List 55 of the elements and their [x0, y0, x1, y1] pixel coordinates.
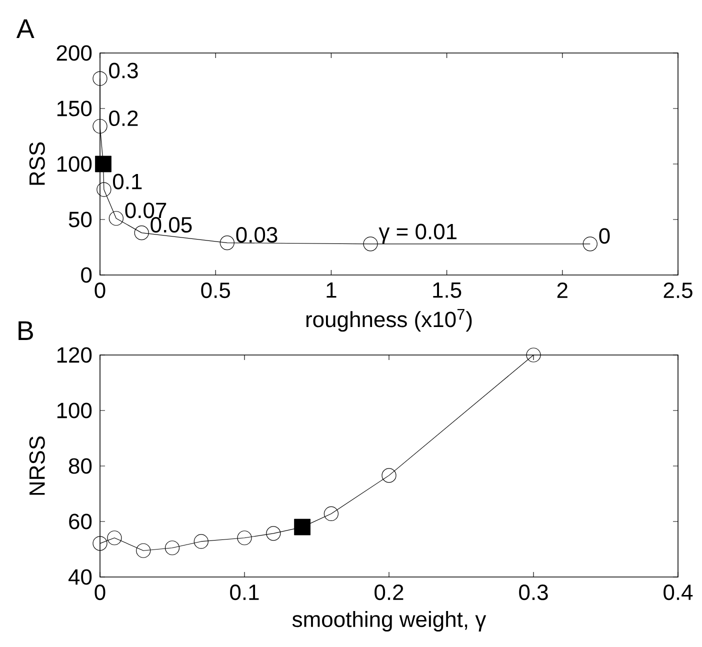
point — [363, 236, 378, 252]
x-axis-title: roughness (x10$^{7}$) — [306, 308, 472, 332]
x-tick-label: 2.5 — [664, 282, 692, 298]
x-tick-label: 1.5 — [433, 282, 462, 298]
annotation: 0.07 — [125, 202, 166, 218]
x-tick-label: 0.5 — [201, 282, 230, 298]
y-axis-title: RSS — [29, 142, 45, 185]
annotation: 0.2 — [109, 110, 138, 126]
point — [108, 211, 124, 226]
point — [96, 182, 112, 197]
chart-title: A — [16, 19, 34, 38]
y-tick-label: 100 — [57, 402, 92, 418]
y-tick-label: 50 — [68, 212, 92, 228]
point — [194, 534, 208, 549]
point — [582, 236, 598, 252]
point — [136, 543, 151, 558]
y-tick-label: 0 — [81, 267, 92, 283]
point — [382, 468, 396, 483]
point — [107, 530, 122, 546]
x-tick-label: 0.4 — [664, 584, 693, 600]
annotation: 0.03 — [236, 227, 278, 243]
annotation: 0 — [599, 228, 610, 244]
point — [324, 506, 339, 522]
x-tick-label: 0 — [94, 584, 106, 600]
y-tick-label: 40 — [68, 569, 92, 585]
x-axis-title: smoothing weight, γ — [292, 610, 486, 632]
point — [220, 236, 234, 250]
y-tick-label: 150 — [57, 100, 92, 116]
y-tick-label: 80 — [68, 458, 92, 474]
point — [526, 348, 541, 362]
x-tick-label: 1 — [326, 282, 336, 298]
annotation: 0.05 — [150, 217, 192, 233]
point — [134, 226, 149, 240]
point — [294, 518, 310, 536]
y-tick-label: 100 — [57, 156, 92, 172]
y-tick-label: 120 — [57, 347, 92, 363]
point — [95, 156, 112, 172]
x-tick-label: 0.3 — [519, 584, 548, 600]
point — [92, 118, 108, 134]
point — [237, 530, 252, 546]
chart-title: B — [18, 321, 33, 340]
annotation: 0.3 — [109, 62, 138, 78]
y-tick-label: 60 — [69, 514, 92, 530]
point — [92, 71, 108, 86]
x-tick-label: 0.1 — [230, 584, 259, 600]
x-tick-label: 0.2 — [374, 584, 404, 600]
x-tick-label: 0 — [94, 282, 106, 298]
point — [164, 540, 180, 556]
annotation: 0.1 — [112, 174, 142, 190]
point — [266, 526, 281, 541]
annotation: γ = 0.01 — [378, 224, 456, 244]
y-axis-title: NRSS — [29, 436, 45, 495]
point — [92, 536, 108, 551]
x-tick-label: 2 — [557, 282, 568, 298]
y-tick-label: 200 — [56, 45, 92, 61]
